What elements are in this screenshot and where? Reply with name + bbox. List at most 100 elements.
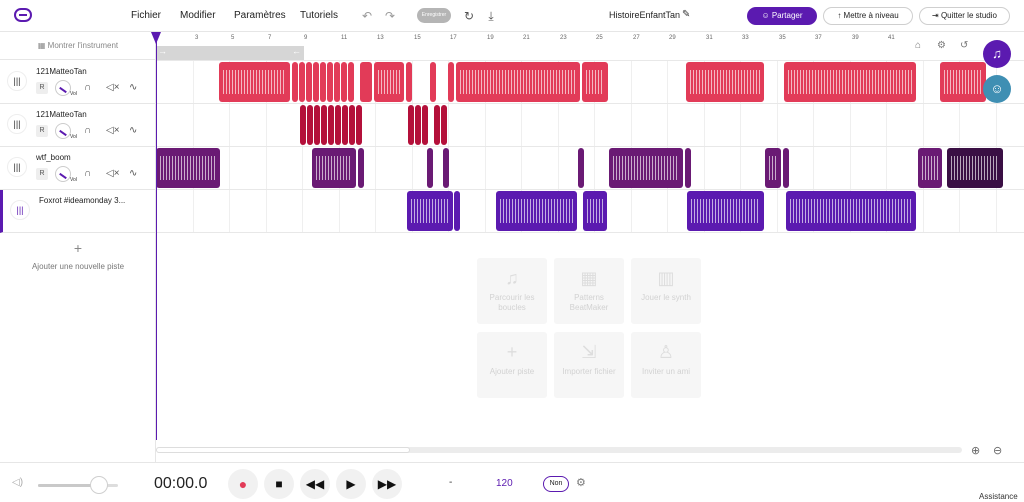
audio-region[interactable] xyxy=(312,148,356,188)
menu-edit[interactable]: Modifier xyxy=(180,10,216,21)
save-button[interactable]: Enregistrer xyxy=(417,8,451,23)
audio-region[interactable] xyxy=(578,148,584,188)
project-title[interactable]: HistoireEnfantTan xyxy=(609,10,681,20)
stop-button[interactable]: ■ xyxy=(264,469,294,499)
audio-region[interactable] xyxy=(408,105,414,145)
audio-region[interactable] xyxy=(406,62,412,102)
audio-region[interactable] xyxy=(947,148,1003,188)
audio-region[interactable] xyxy=(360,62,372,102)
audio-region[interactable] xyxy=(496,191,577,231)
browse-loops-card[interactable]: ♫ Parcourir les boucles xyxy=(477,258,547,324)
upgrade-button[interactable]: ↑ Mettre à niveau xyxy=(823,7,913,25)
playhead-handle[interactable] xyxy=(151,32,161,44)
audio-region[interactable] xyxy=(299,62,305,102)
audio-region[interactable] xyxy=(342,105,348,145)
track-header-4[interactable]: ||| Foxrot #ideamonday 3... xyxy=(0,190,156,233)
logo-icon[interactable] xyxy=(14,8,32,22)
master-volume-thumb[interactable] xyxy=(90,476,108,494)
audio-region[interactable] xyxy=(327,62,333,102)
track-header-2[interactable]: ||| 121MatteoTan R Vol ∩ ◁× ∿ xyxy=(0,104,156,147)
audio-region[interactable] xyxy=(156,148,220,188)
zoom-in-icon[interactable]: ⊕ xyxy=(971,445,981,457)
record-arm-button[interactable]: R xyxy=(36,82,48,94)
collab-fab[interactable]: ☺ xyxy=(983,75,1011,103)
track-header-3[interactable]: ||| wtf_boom R Vol ∩ ◁× ∿ xyxy=(0,147,156,190)
audio-region[interactable] xyxy=(687,191,764,231)
home-icon[interactable]: ⌂ xyxy=(915,40,922,51)
audio-region[interactable] xyxy=(765,148,781,188)
audio-region[interactable] xyxy=(348,62,354,102)
audio-region[interactable] xyxy=(358,148,364,188)
loop-end-arrow-icon[interactable]: ← xyxy=(292,46,301,56)
audio-region[interactable] xyxy=(314,105,320,145)
menu-file[interactable]: Fichier xyxy=(131,10,162,21)
menu-settings[interactable]: Paramètres xyxy=(234,10,286,21)
audio-region[interactable] xyxy=(307,105,313,145)
audio-region[interactable] xyxy=(341,62,347,102)
audio-region[interactable] xyxy=(434,105,440,145)
audio-region[interactable] xyxy=(582,62,608,102)
beatmaker-card[interactable]: ▦ Patterns BeatMaker xyxy=(554,258,624,324)
rewind-button[interactable]: ◀◀ xyxy=(300,469,330,499)
audio-region[interactable] xyxy=(356,105,362,145)
mute-icon[interactable]: ◁× xyxy=(106,82,120,93)
volume-knob[interactable] xyxy=(55,80,71,96)
audio-region[interactable] xyxy=(609,148,683,188)
undo-icon[interactable]: ↶ xyxy=(361,9,373,23)
audio-region[interactable] xyxy=(448,62,454,102)
volume-knob[interactable] xyxy=(55,166,71,182)
edit-pen-icon[interactable]: ✎ xyxy=(682,9,691,20)
timeline-area[interactable] xyxy=(156,60,1024,233)
audio-region[interactable] xyxy=(918,148,942,188)
track-name[interactable]: 121MatteoTan xyxy=(36,110,87,119)
scrollbar-thumb[interactable] xyxy=(156,447,410,453)
music-note-fab[interactable]: ♫ xyxy=(983,40,1011,68)
record-arm-button[interactable]: R xyxy=(36,168,48,180)
redo-icon[interactable]: ↷ xyxy=(384,9,396,23)
audio-region[interactable] xyxy=(686,62,764,102)
gear-icon[interactable]: ⚙ xyxy=(576,477,586,489)
speaker-icon[interactable]: ◁) xyxy=(12,477,24,488)
audio-region[interactable] xyxy=(328,105,334,145)
effects-icon[interactable]: ∿ xyxy=(129,125,138,136)
record-button[interactable]: ● xyxy=(228,469,258,499)
track-name[interactable]: 121MatteoTan xyxy=(36,67,87,76)
horizontal-scrollbar[interactable] xyxy=(156,447,962,453)
track-name[interactable]: Foxrot #ideamonday 3... xyxy=(39,196,126,205)
audio-region[interactable] xyxy=(783,148,789,188)
audio-region[interactable] xyxy=(443,148,449,188)
headphones-icon[interactable]: ∩ xyxy=(84,82,92,93)
effects-icon[interactable]: ∿ xyxy=(129,82,138,93)
loop-icon[interactable]: ↺ xyxy=(960,40,969,51)
audio-region[interactable] xyxy=(415,105,421,145)
audio-region[interactable] xyxy=(784,62,916,102)
audio-region[interactable] xyxy=(321,105,327,145)
audio-region[interactable] xyxy=(300,105,306,145)
headphones-icon[interactable]: ∩ xyxy=(84,125,92,136)
import-file-card[interactable]: ⇲ Importer fichier xyxy=(554,332,624,398)
master-volume-slider[interactable] xyxy=(38,484,118,487)
loop-start-arrow-icon[interactable]: → xyxy=(158,46,167,56)
audio-region[interactable] xyxy=(219,62,290,102)
audio-region[interactable] xyxy=(685,148,691,188)
audio-region[interactable] xyxy=(940,62,986,102)
timeline-ruler[interactable]: 3 5 7 9 11 13 15 17 19 21 23 25 27 29 31… xyxy=(156,32,908,46)
audio-region[interactable] xyxy=(427,148,433,188)
invite-friend-card[interactable]: ♙ Inviter un ami xyxy=(631,332,701,398)
audio-region[interactable] xyxy=(422,105,428,145)
show-instrument-button[interactable]: ▦ Montrer l'instrument xyxy=(0,32,156,60)
refresh-icon[interactable]: ↻ xyxy=(463,9,475,23)
audio-region[interactable] xyxy=(335,105,341,145)
download-icon[interactable]: ⤓ xyxy=(488,9,494,23)
audio-region[interactable] xyxy=(306,62,312,102)
volume-knob[interactable] xyxy=(55,123,71,139)
audio-region[interactable] xyxy=(349,105,355,145)
mute-icon[interactable]: ◁× xyxy=(106,125,120,136)
assistance-link[interactable]: Assistance xyxy=(979,492,1018,501)
key-display[interactable]: - xyxy=(449,477,453,488)
headphones-icon[interactable]: ∩ xyxy=(84,168,92,179)
audio-region[interactable] xyxy=(292,62,298,102)
playhead[interactable] xyxy=(156,32,157,440)
quit-button[interactable]: ⇥ Quitter le studio xyxy=(919,7,1010,25)
play-button[interactable]: ▶ xyxy=(336,469,366,499)
